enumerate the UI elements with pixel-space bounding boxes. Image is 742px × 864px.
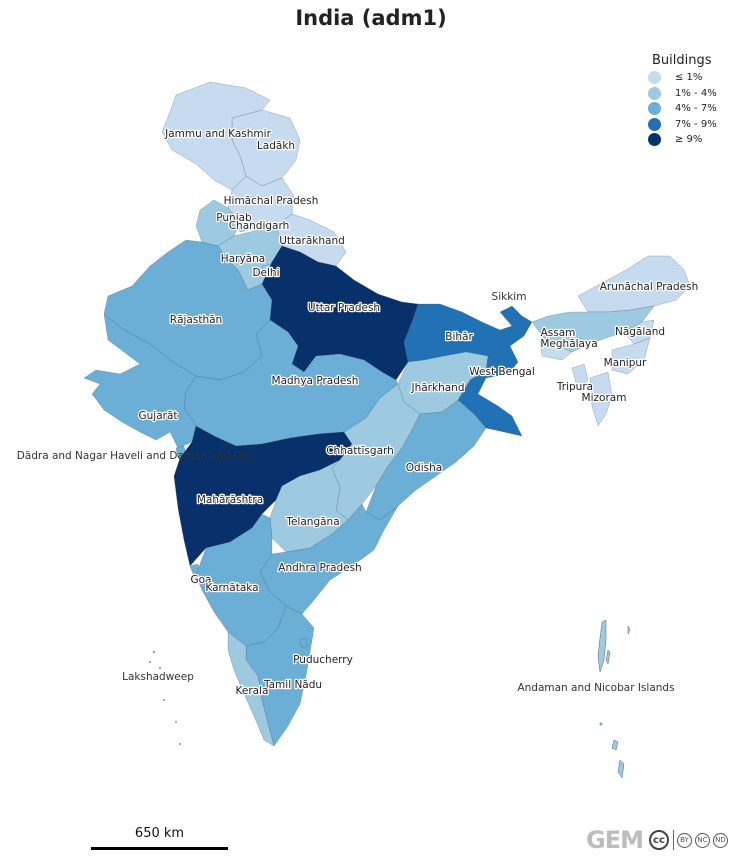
label-meghalaya: Meghālaya [540, 338, 597, 350]
region-odisha[interactable] [365, 399, 487, 521]
legend-label: 7% - 9% [675, 118, 717, 130]
label-dadra-and-nagar-haveli-and-daman-and-diu: Dādra and Nagar Haveli and Damān and Diu [17, 450, 252, 462]
region-chhattisgarh[interactable] [331, 383, 421, 521]
label-west-bengal: West Bengal [469, 366, 535, 378]
label-uttar-pradesh: Uttar Pradesh [308, 302, 380, 314]
label-chandigarh: Chandigarh [229, 220, 290, 232]
label-nagaland: Nāgāland [615, 326, 665, 338]
region-telangana[interactable] [269, 459, 349, 553]
map-title: India (adm1) [295, 6, 447, 30]
legend-label: 1% - 4% [675, 87, 717, 99]
label-sikkim: Sikkim [492, 291, 527, 303]
region-meghalaya[interactable] [539, 339, 573, 361]
region-manipur[interactable] [611, 337, 651, 375]
label-manipur: Manipur [604, 357, 647, 369]
label-haryana: Haryāna [221, 253, 265, 265]
legend-label: ≤ 1% [675, 72, 703, 84]
label-maharashtra: Mahārāshtra [197, 494, 263, 506]
region-kerala[interactable] [227, 631, 275, 747]
label-arunachal-pradesh: Arunāchal Pradesh [600, 281, 699, 293]
label-goa: Goa [191, 574, 212, 586]
legend-item: ≥ 9% [646, 132, 717, 148]
region-nagaland[interactable] [623, 319, 655, 345]
label-jammu-and-kashmir: Jammu and Kashmir [164, 128, 271, 140]
scale-bar-line [91, 847, 228, 850]
label-ladakh: Ladākh [257, 140, 295, 152]
scale-bar: 650 km [91, 826, 228, 850]
regions-layer [83, 81, 691, 779]
region-gujarat[interactable] [83, 313, 197, 449]
label-mizoram: Mizoram [582, 392, 627, 404]
label-madhya-pradesh: Madhya Pradesh [272, 375, 359, 387]
legend: Buildings ≤ 1% 1% - 4% 4% - 7% 7% - 9% ≥… [646, 53, 717, 148]
label-andhra-pradesh: Andhra Pradesh [278, 562, 361, 574]
gem-logo: GEM [586, 826, 644, 854]
legend-swatch [648, 71, 661, 85]
scale-bar-label: 650 km [134, 826, 185, 841]
label-andaman-and-nicobar-islands: Andaman and Nicobar Islands [517, 682, 674, 694]
label-gujarat: Gujarāt [138, 410, 177, 422]
label-punjab: Punjab [216, 212, 252, 224]
region-chandigarh[interactable] [237, 221, 249, 233]
region-andhra-pradesh[interactable] [259, 503, 399, 615]
label-telangana: Telangāna [285, 516, 339, 528]
label-uttarakhand: Uttarākhand [279, 235, 345, 247]
region-tripura[interactable] [571, 363, 589, 391]
region-andaman-and-nicobar-islands[interactable] [597, 619, 631, 779]
region-puducherry[interactable] [299, 637, 309, 649]
label-himachal-pradesh: Himāchal Pradesh [224, 195, 319, 207]
label-karnataka: Karnātaka [205, 582, 258, 594]
label-chhattisgarh: Chhattīsgarh [326, 445, 394, 457]
cc-icon: cc [648, 830, 669, 850]
label-puducherry: Puducherry [293, 654, 353, 666]
credits: GEM cc BY NC ND [586, 826, 728, 854]
label-tripura: Tripura [556, 381, 593, 393]
cc-license-badge: cc BY NC ND [648, 830, 728, 850]
label-kerala: Kerala [236, 685, 269, 697]
legend-label: 4% - 7% [675, 103, 717, 115]
legend-item: ≤ 1% [646, 70, 717, 86]
region-lakshadweep[interactable] [148, 650, 181, 745]
by-icon: BY [676, 832, 692, 848]
legend-item: 1% - 4% [646, 86, 717, 102]
label-bihar: Bihār [445, 331, 473, 343]
region-mizoram[interactable] [589, 371, 613, 427]
legend-title: Buildings [652, 53, 712, 68]
label-assam: Assam [541, 327, 576, 339]
legend-swatch [648, 133, 661, 147]
legend-item: 7% - 9% [646, 117, 717, 133]
label-odisha: Odisha [406, 462, 442, 474]
legend-label: ≥ 9% [675, 134, 703, 146]
label-rajasthan: Rājasthān [170, 314, 222, 326]
region-jammu-and-kashmir[interactable] [161, 81, 271, 191]
divider [672, 830, 674, 850]
legend-swatch [648, 86, 661, 100]
labels-layer: Jammu and Kashmir Ladākh Himāchal Prades… [17, 127, 700, 699]
label-lakshadweep: Lakshadweep [122, 671, 194, 683]
legend-swatch [648, 117, 661, 131]
legend-swatch [648, 102, 661, 116]
nd-icon: ND [712, 832, 728, 848]
label-jharkhand: Jhārkhand [411, 382, 465, 394]
legend-item: 4% - 7% [646, 101, 717, 117]
label-tamil-nadu: Tamil Nādu [263, 679, 322, 691]
label-delhi: Delhi [252, 267, 279, 279]
nc-icon: NC [694, 832, 710, 848]
